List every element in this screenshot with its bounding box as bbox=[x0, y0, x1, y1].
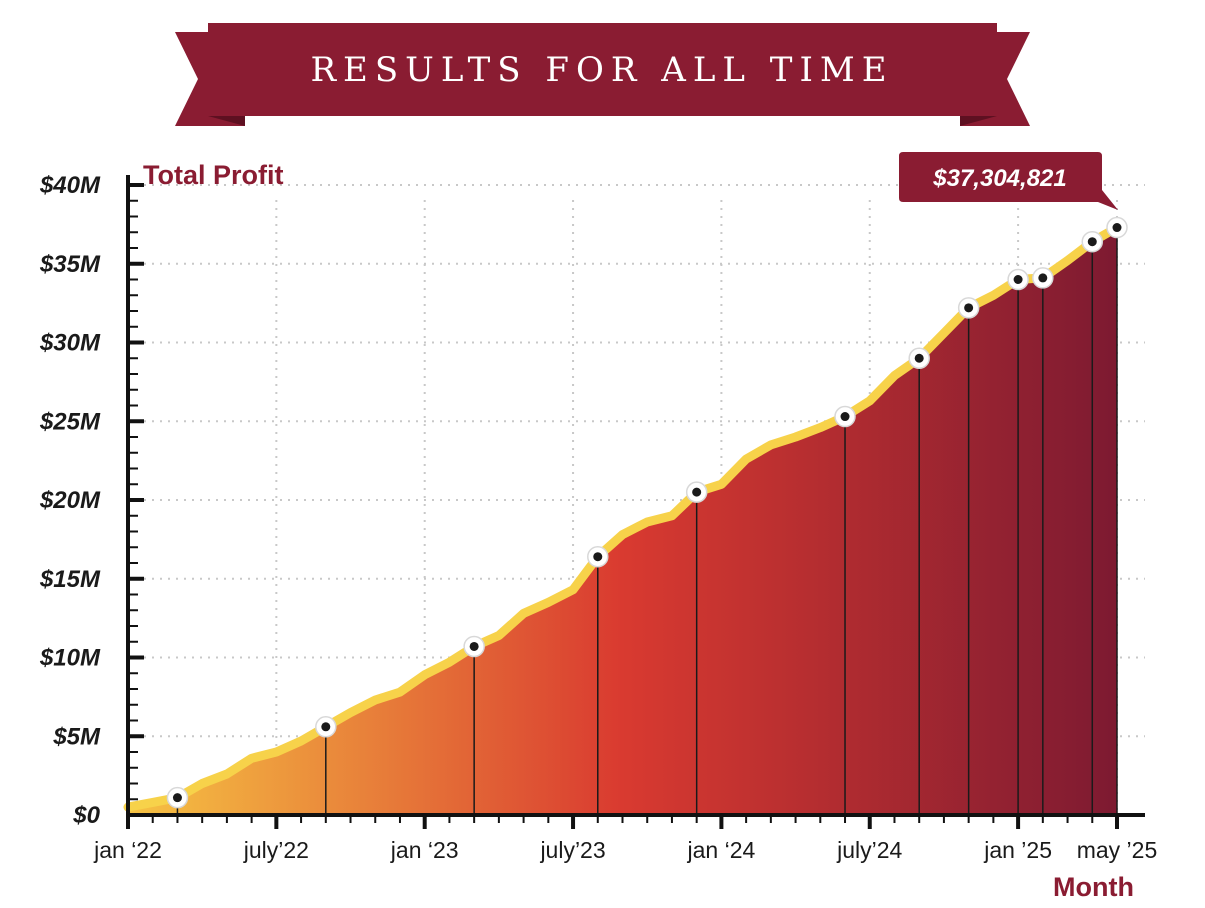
data-point-dot bbox=[964, 303, 974, 313]
data-point bbox=[685, 481, 708, 503]
data-point bbox=[587, 545, 609, 568]
x-tick-label: july’22 bbox=[243, 837, 309, 863]
data-point bbox=[834, 405, 856, 428]
y-axis-title: Total Profit bbox=[143, 160, 283, 190]
banner-main-panel bbox=[208, 23, 997, 116]
data-point bbox=[1032, 267, 1054, 289]
data-point bbox=[315, 716, 337, 738]
data-point-dot bbox=[914, 353, 924, 363]
data-point-dot bbox=[692, 487, 702, 497]
y-tick-labels: $0 $5M $10M $15M $20M $25M $30M $35M $40M bbox=[39, 172, 101, 829]
data-point-dot bbox=[469, 641, 479, 651]
x-tick-label: jan ‘24 bbox=[687, 837, 756, 863]
data-point bbox=[1007, 268, 1029, 291]
y-tick-label: $35M bbox=[39, 251, 101, 278]
data-point-dot bbox=[840, 412, 850, 422]
total-value-callout: $37,304,821 bbox=[899, 152, 1118, 210]
data-point-dot bbox=[172, 793, 182, 803]
x-axis-title: Month bbox=[1053, 872, 1134, 902]
data-point bbox=[908, 347, 930, 369]
profit-line bbox=[123, 223, 1122, 812]
data-point-dot bbox=[1087, 237, 1097, 247]
callout-value: $37,304,821 bbox=[932, 165, 1066, 192]
data-point bbox=[957, 297, 980, 319]
data-point-dot bbox=[593, 552, 603, 562]
profit-area bbox=[128, 227, 1117, 815]
data-point bbox=[1081, 230, 1104, 253]
chart-title: RESULTS FOR ALL TIME bbox=[310, 50, 893, 90]
x-tick-label: jan ‘22 bbox=[93, 837, 162, 863]
banner-left-fold bbox=[208, 116, 245, 126]
x-tick-label: jan ‘23 bbox=[390, 837, 459, 863]
data-point bbox=[1106, 216, 1128, 239]
data-point bbox=[463, 635, 485, 658]
data-point-dot bbox=[1112, 223, 1122, 233]
y-tick-label: $0 bbox=[72, 802, 100, 829]
y-tick-label: $20M bbox=[39, 487, 101, 514]
title-banner: RESULTS FOR ALL TIME bbox=[175, 23, 1030, 126]
x-tick-label: jan ’25 bbox=[983, 837, 1052, 863]
y-tick-label: $15M bbox=[39, 566, 101, 593]
callout-box bbox=[899, 152, 1118, 210]
y-tick-label: $30M bbox=[39, 330, 101, 357]
x-tick-label: july’23 bbox=[539, 837, 605, 863]
y-tick-label: $10M bbox=[39, 645, 101, 672]
y-tick-label: $5M bbox=[52, 723, 101, 750]
y-tick-label: $25M bbox=[39, 408, 101, 435]
x-tick-label: july’24 bbox=[836, 837, 902, 863]
data-point-dot bbox=[1013, 275, 1023, 284]
y-tick-label: $40M bbox=[39, 172, 101, 199]
data-markers bbox=[166, 216, 1128, 809]
x-tick-labels: jan ‘22 july’22 jan ‘23 july’23 jan ‘24 july’… bbox=[93, 837, 1157, 863]
data-point-dot bbox=[321, 722, 331, 732]
data-point-dot bbox=[1038, 273, 1048, 283]
banner-right-fold bbox=[960, 116, 997, 126]
chart-axes bbox=[126, 175, 1145, 829]
data-point bbox=[166, 786, 189, 809]
x-tick-label: may ’25 bbox=[1077, 837, 1158, 863]
marker-drop-lines bbox=[176, 227, 1118, 815]
